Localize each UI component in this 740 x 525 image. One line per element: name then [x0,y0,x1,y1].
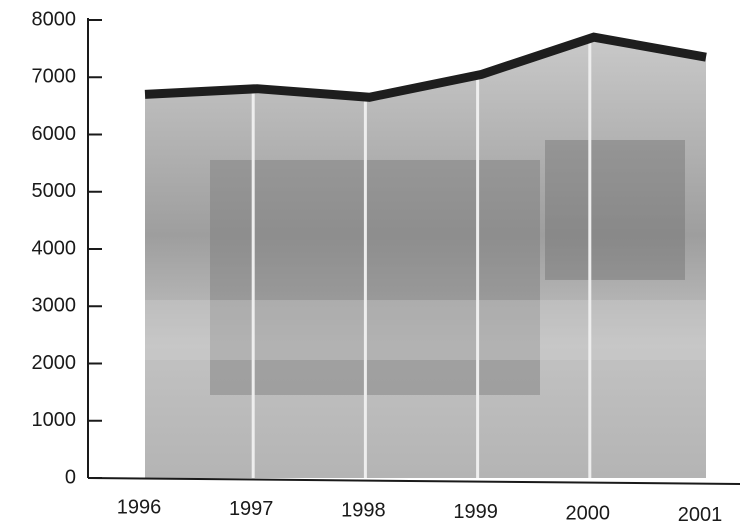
y-tick-label: 4000 [32,237,77,259]
x-tick-label: 2001 [678,504,723,525]
y-tick-label: 5000 [32,180,77,202]
y-tick-label: 0 [65,466,76,488]
y-tick-label: 2000 [32,352,77,374]
y-tick-label: 1000 [32,409,77,431]
plot-area [144,32,707,479]
x-tick-label: 1997 [229,498,274,520]
x-tick-label: 1998 [341,499,386,521]
area [145,37,706,479]
y-tick-label: 3000 [32,295,77,317]
photo-shade [545,140,685,280]
x-tick-label: 1996 [117,496,162,518]
x-tick-label: 1999 [453,501,498,523]
x-tick-label: 2000 [566,502,611,524]
line [144,32,707,102]
y-tick-label: 8000 [32,8,77,30]
photo-shade [145,300,706,360]
x-axis [87,477,740,485]
photo-shade [210,160,540,395]
y-tick-label: 7000 [32,66,77,88]
y-tick-label: 6000 [32,123,77,145]
